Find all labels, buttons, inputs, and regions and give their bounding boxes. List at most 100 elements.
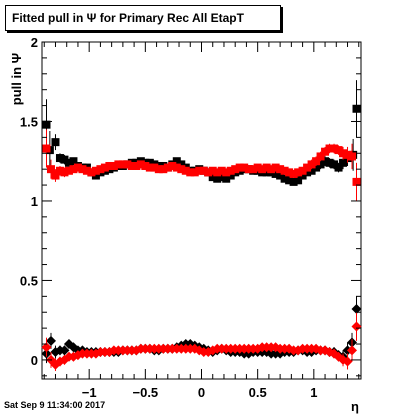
- data-point: [343, 150, 352, 159]
- data-point: [172, 157, 181, 166]
- data-point: [51, 171, 60, 180]
- data-point: [87, 168, 96, 177]
- data-point: [334, 163, 343, 172]
- plot-border: [41, 41, 362, 380]
- data-point: [145, 163, 154, 172]
- data-point: [240, 163, 249, 172]
- data-point: [280, 174, 289, 183]
- data-point: [316, 152, 325, 161]
- x-tick-label: 0.5: [249, 385, 267, 400]
- data-point: [150, 163, 159, 172]
- data-point: [276, 165, 285, 174]
- data-point: [64, 158, 73, 167]
- series-1: [42, 129, 361, 201]
- data-point: [347, 345, 358, 356]
- data-points: [41, 80, 362, 372]
- data-point: [82, 166, 91, 175]
- data-point: [217, 166, 226, 175]
- data-point: [280, 166, 289, 175]
- data-point: [325, 158, 334, 167]
- data-point: [213, 174, 222, 183]
- data-point: [69, 157, 78, 166]
- data-point: [172, 163, 181, 172]
- data-point: [303, 163, 312, 172]
- data-point: [330, 160, 339, 169]
- data-point: [69, 165, 78, 174]
- data-point: [312, 163, 321, 172]
- data-point: [226, 171, 235, 180]
- data-point: [294, 168, 303, 177]
- series-3: [41, 312, 362, 372]
- data-point: [41, 342, 52, 353]
- data-point: [352, 104, 361, 113]
- chart-title-box: Fitted pull in Ψ for Primary Rec All Eta…: [5, 5, 281, 31]
- data-point: [285, 168, 294, 177]
- axes: −1 −0.5 0 0.5 1 0 0.5 1 1.5 2: [20, 35, 361, 400]
- data-point: [321, 157, 330, 166]
- data-point: [154, 165, 163, 174]
- data-point: [289, 169, 298, 178]
- data-point: [181, 166, 190, 175]
- data-point: [60, 168, 69, 177]
- data-point: [118, 160, 127, 169]
- data-point: [351, 304, 362, 315]
- data-point: [64, 166, 73, 175]
- x-tick-label: −1: [82, 385, 97, 400]
- data-point: [325, 144, 334, 153]
- data-point: [123, 160, 132, 169]
- x-tick-label: −0.5: [133, 385, 159, 400]
- data-point: [222, 174, 231, 183]
- data-point: [204, 168, 213, 177]
- data-point: [208, 166, 217, 175]
- data-point: [352, 177, 361, 186]
- x-axis-title: η: [351, 399, 359, 414]
- data-point: [177, 165, 186, 174]
- data-point: [249, 165, 258, 174]
- data-point: [132, 161, 141, 170]
- x-tick-label: 1: [310, 385, 317, 400]
- data-point: [208, 173, 217, 182]
- data-point: [96, 165, 105, 174]
- data-point: [42, 120, 51, 129]
- data-point: [316, 160, 325, 169]
- data-point: [114, 160, 123, 169]
- data-point: [339, 158, 348, 167]
- y-axis-title: pull in Ψ: [9, 53, 24, 105]
- data-point: [276, 171, 285, 180]
- data-point: [159, 165, 168, 174]
- data-point: [55, 166, 64, 175]
- y-tick-label: 2: [31, 35, 38, 50]
- y-tick-label: 0.5: [20, 273, 38, 288]
- data-point: [91, 166, 100, 175]
- data-point: [195, 166, 204, 175]
- data-point: [235, 163, 244, 172]
- data-point: [100, 163, 109, 172]
- chart-title: Fitted pull in Ψ for Primary Rec All Eta…: [12, 11, 244, 25]
- data-point: [303, 168, 312, 177]
- y-tick-label: 1: [31, 194, 38, 209]
- data-point: [78, 165, 87, 174]
- data-point: [136, 160, 145, 169]
- data-point: [339, 149, 348, 158]
- data-point: [342, 356, 353, 367]
- data-point: [127, 161, 136, 170]
- data-point: [199, 166, 208, 175]
- data-point: [168, 161, 177, 170]
- data-point: [312, 157, 321, 166]
- data-point: [141, 161, 150, 170]
- data-point: [190, 168, 199, 177]
- data-point: [73, 163, 82, 172]
- data-point: [231, 165, 240, 174]
- data-point: [258, 165, 267, 174]
- timestamp: Sat Sep 9 11:34:00 2017: [4, 400, 106, 410]
- data-point: [271, 169, 280, 178]
- data-point: [109, 161, 118, 170]
- data-point: [186, 168, 195, 177]
- data-point: [46, 165, 55, 174]
- plot-frame: [41, 41, 362, 380]
- data-point: [321, 147, 330, 156]
- data-point: [351, 321, 362, 332]
- data-point: [289, 177, 298, 186]
- data-point: [307, 166, 316, 175]
- y-tick-label: 1.5: [20, 114, 38, 129]
